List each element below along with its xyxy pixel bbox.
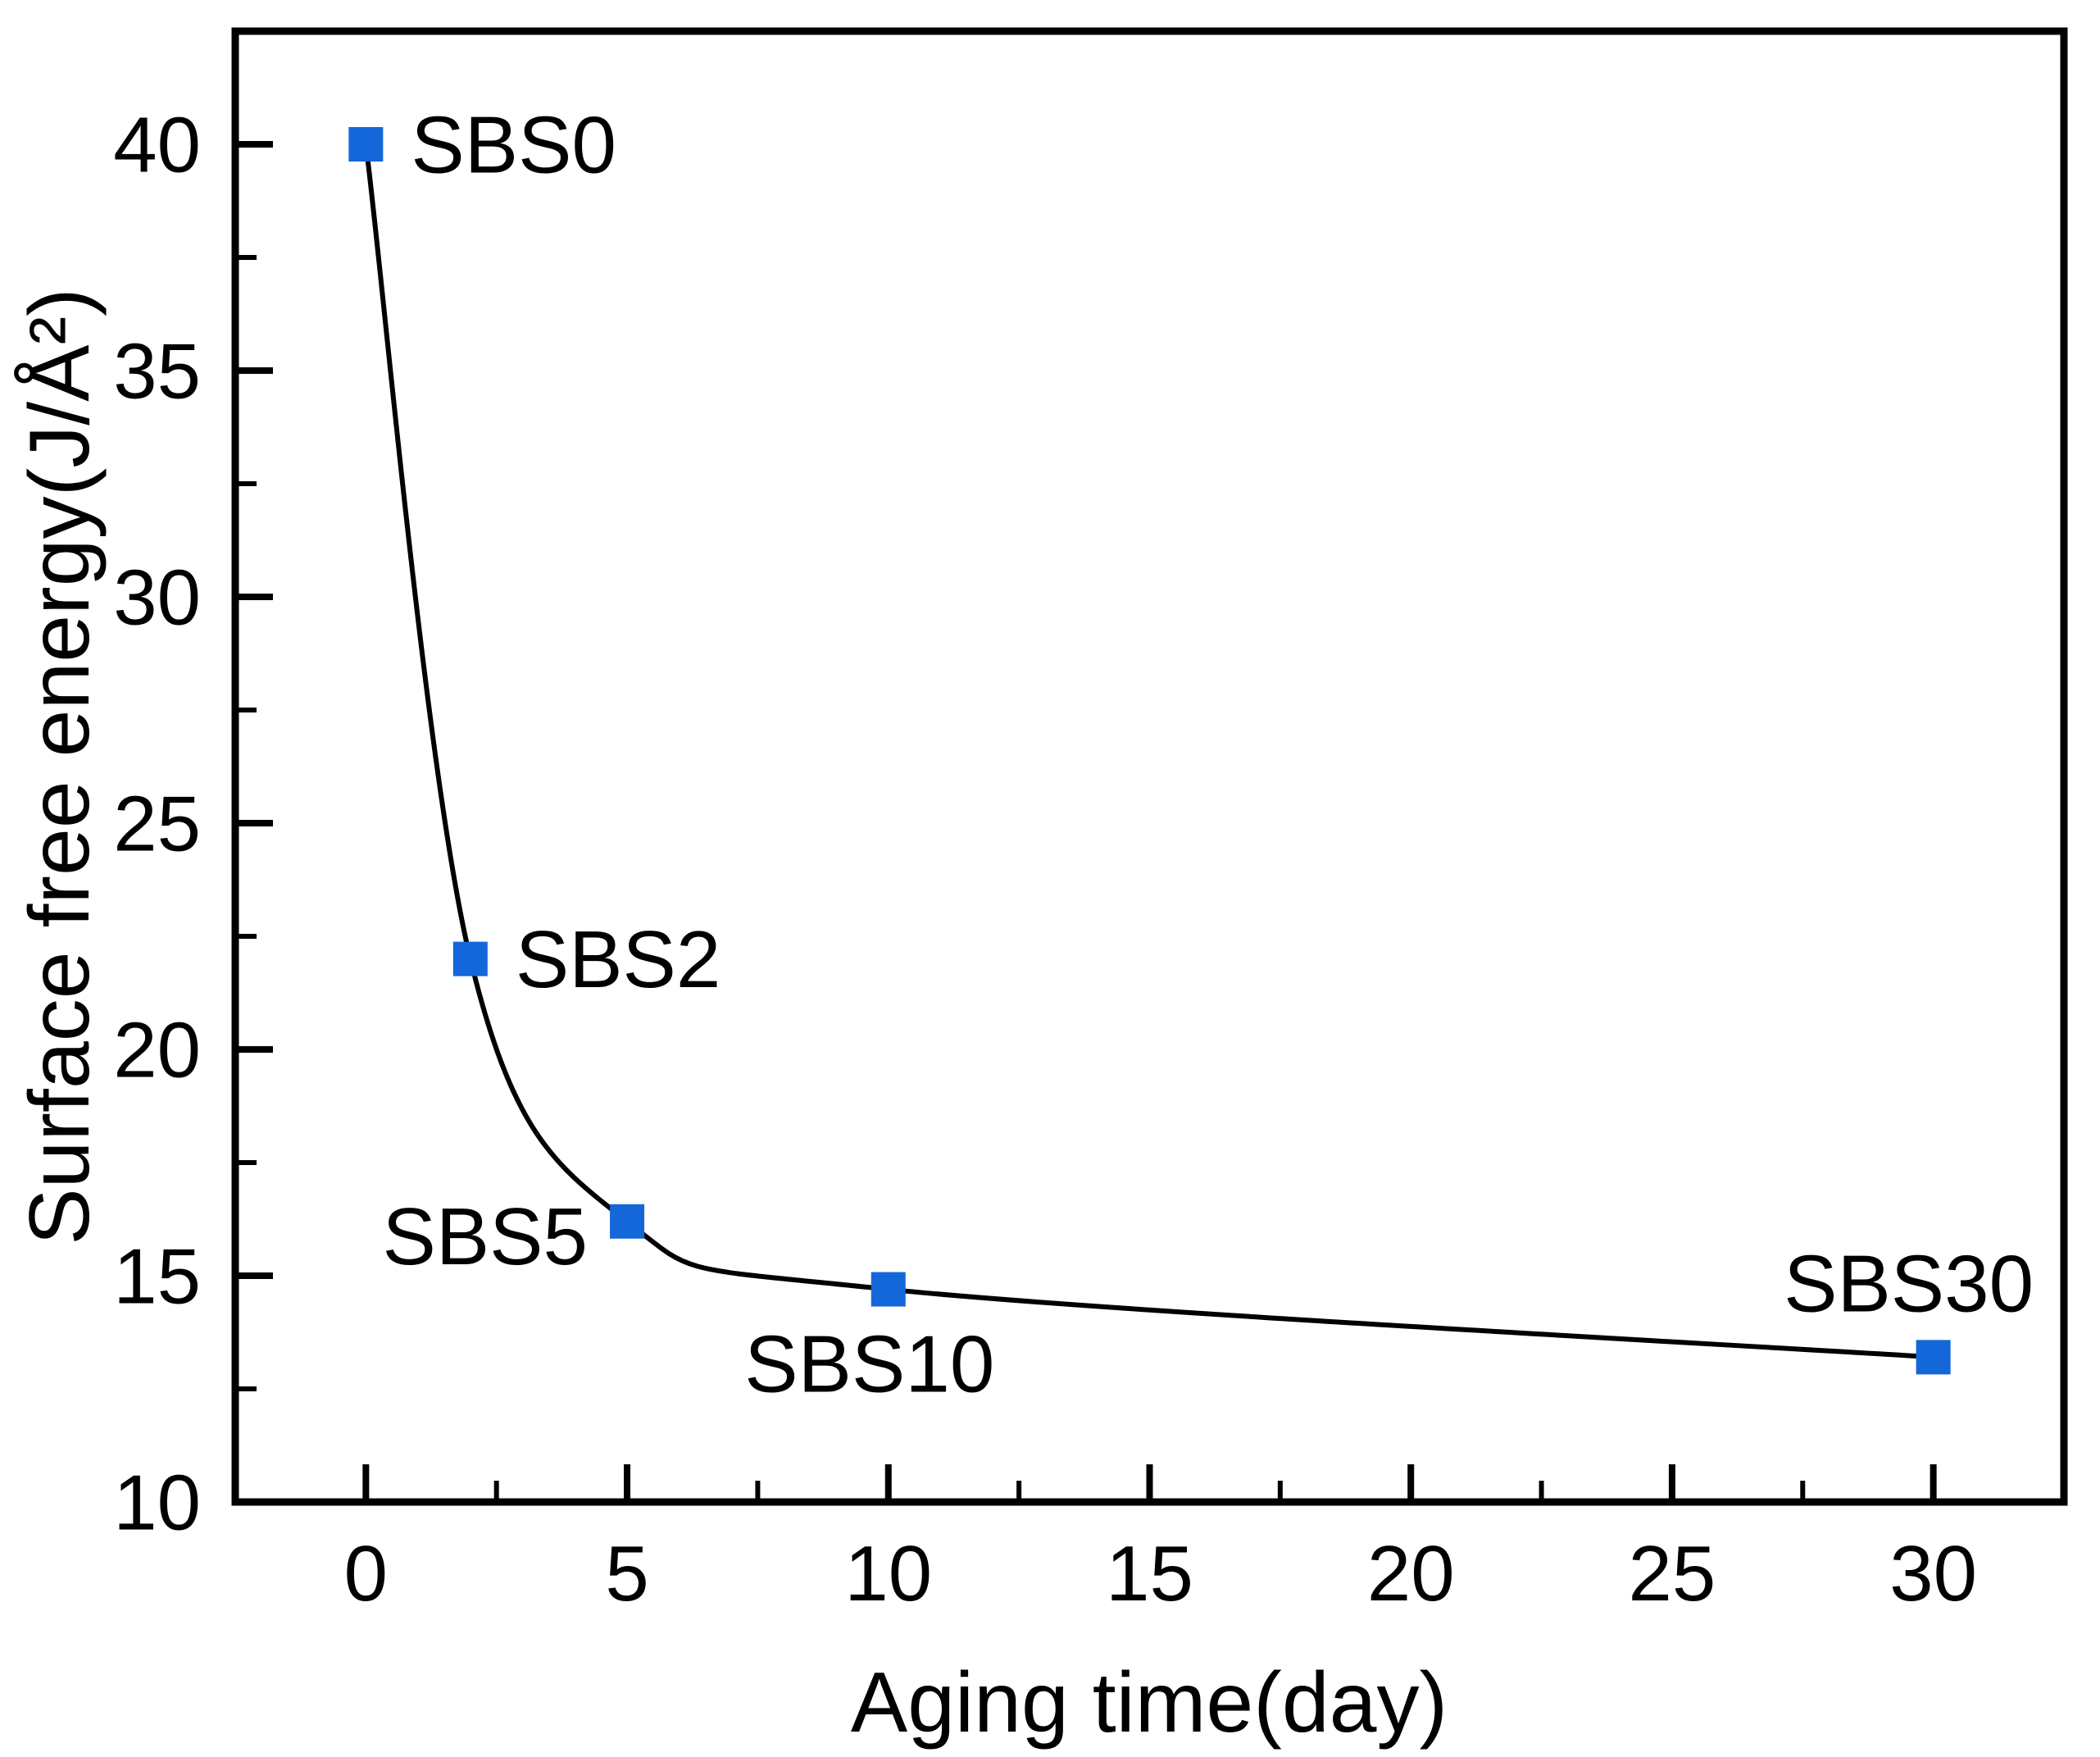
x-tick-label: 15 [1106,1530,1193,1618]
y-tick-label: 20 [113,1007,201,1095]
axis-ticks: 0 5 10 15 20 25 30 10 15 20 25 30 35 40 [113,102,1977,1618]
data-point-marker [348,127,384,162]
data-point-label: SBS2 [516,914,721,1004]
data-point-label: SBS5 [382,1191,588,1281]
y-tick-label: 30 [113,554,201,642]
x-axis-title: Aging time(day) [851,1655,1448,1750]
data-point-marker [452,941,488,976]
x-tick-label: 25 [1629,1530,1716,1618]
data-point-marker [870,1272,906,1307]
y-tick-label: 25 [113,781,201,868]
data-line [363,143,1934,1360]
data-series: SBS0 SBS2 SBS5 SBS10 SBS30 [348,99,2034,1409]
y-tick-label: 15 [113,1233,201,1321]
y-tick-label: 10 [113,1459,201,1547]
plot-border [231,27,2068,1506]
y-tick-label: 35 [113,328,201,416]
data-point-label: SBS10 [744,1319,994,1409]
data-point-label: SBS0 [411,99,616,189]
x-tick-label: 5 [605,1530,648,1618]
plot-frame [231,27,2068,1506]
y-tick-label: 40 [113,102,201,189]
x-tick-label: 10 [844,1530,932,1618]
data-point-marker [1916,1340,1951,1375]
x-tick-label: 0 [344,1530,388,1618]
x-tick-label: 20 [1367,1530,1455,1618]
data-point-marker [610,1204,645,1239]
data-point-label: SBS30 [1784,1238,2034,1328]
x-tick-label: 30 [1889,1530,1977,1618]
y-axis-title: Surface free energy(J/Å²) [12,288,107,1245]
